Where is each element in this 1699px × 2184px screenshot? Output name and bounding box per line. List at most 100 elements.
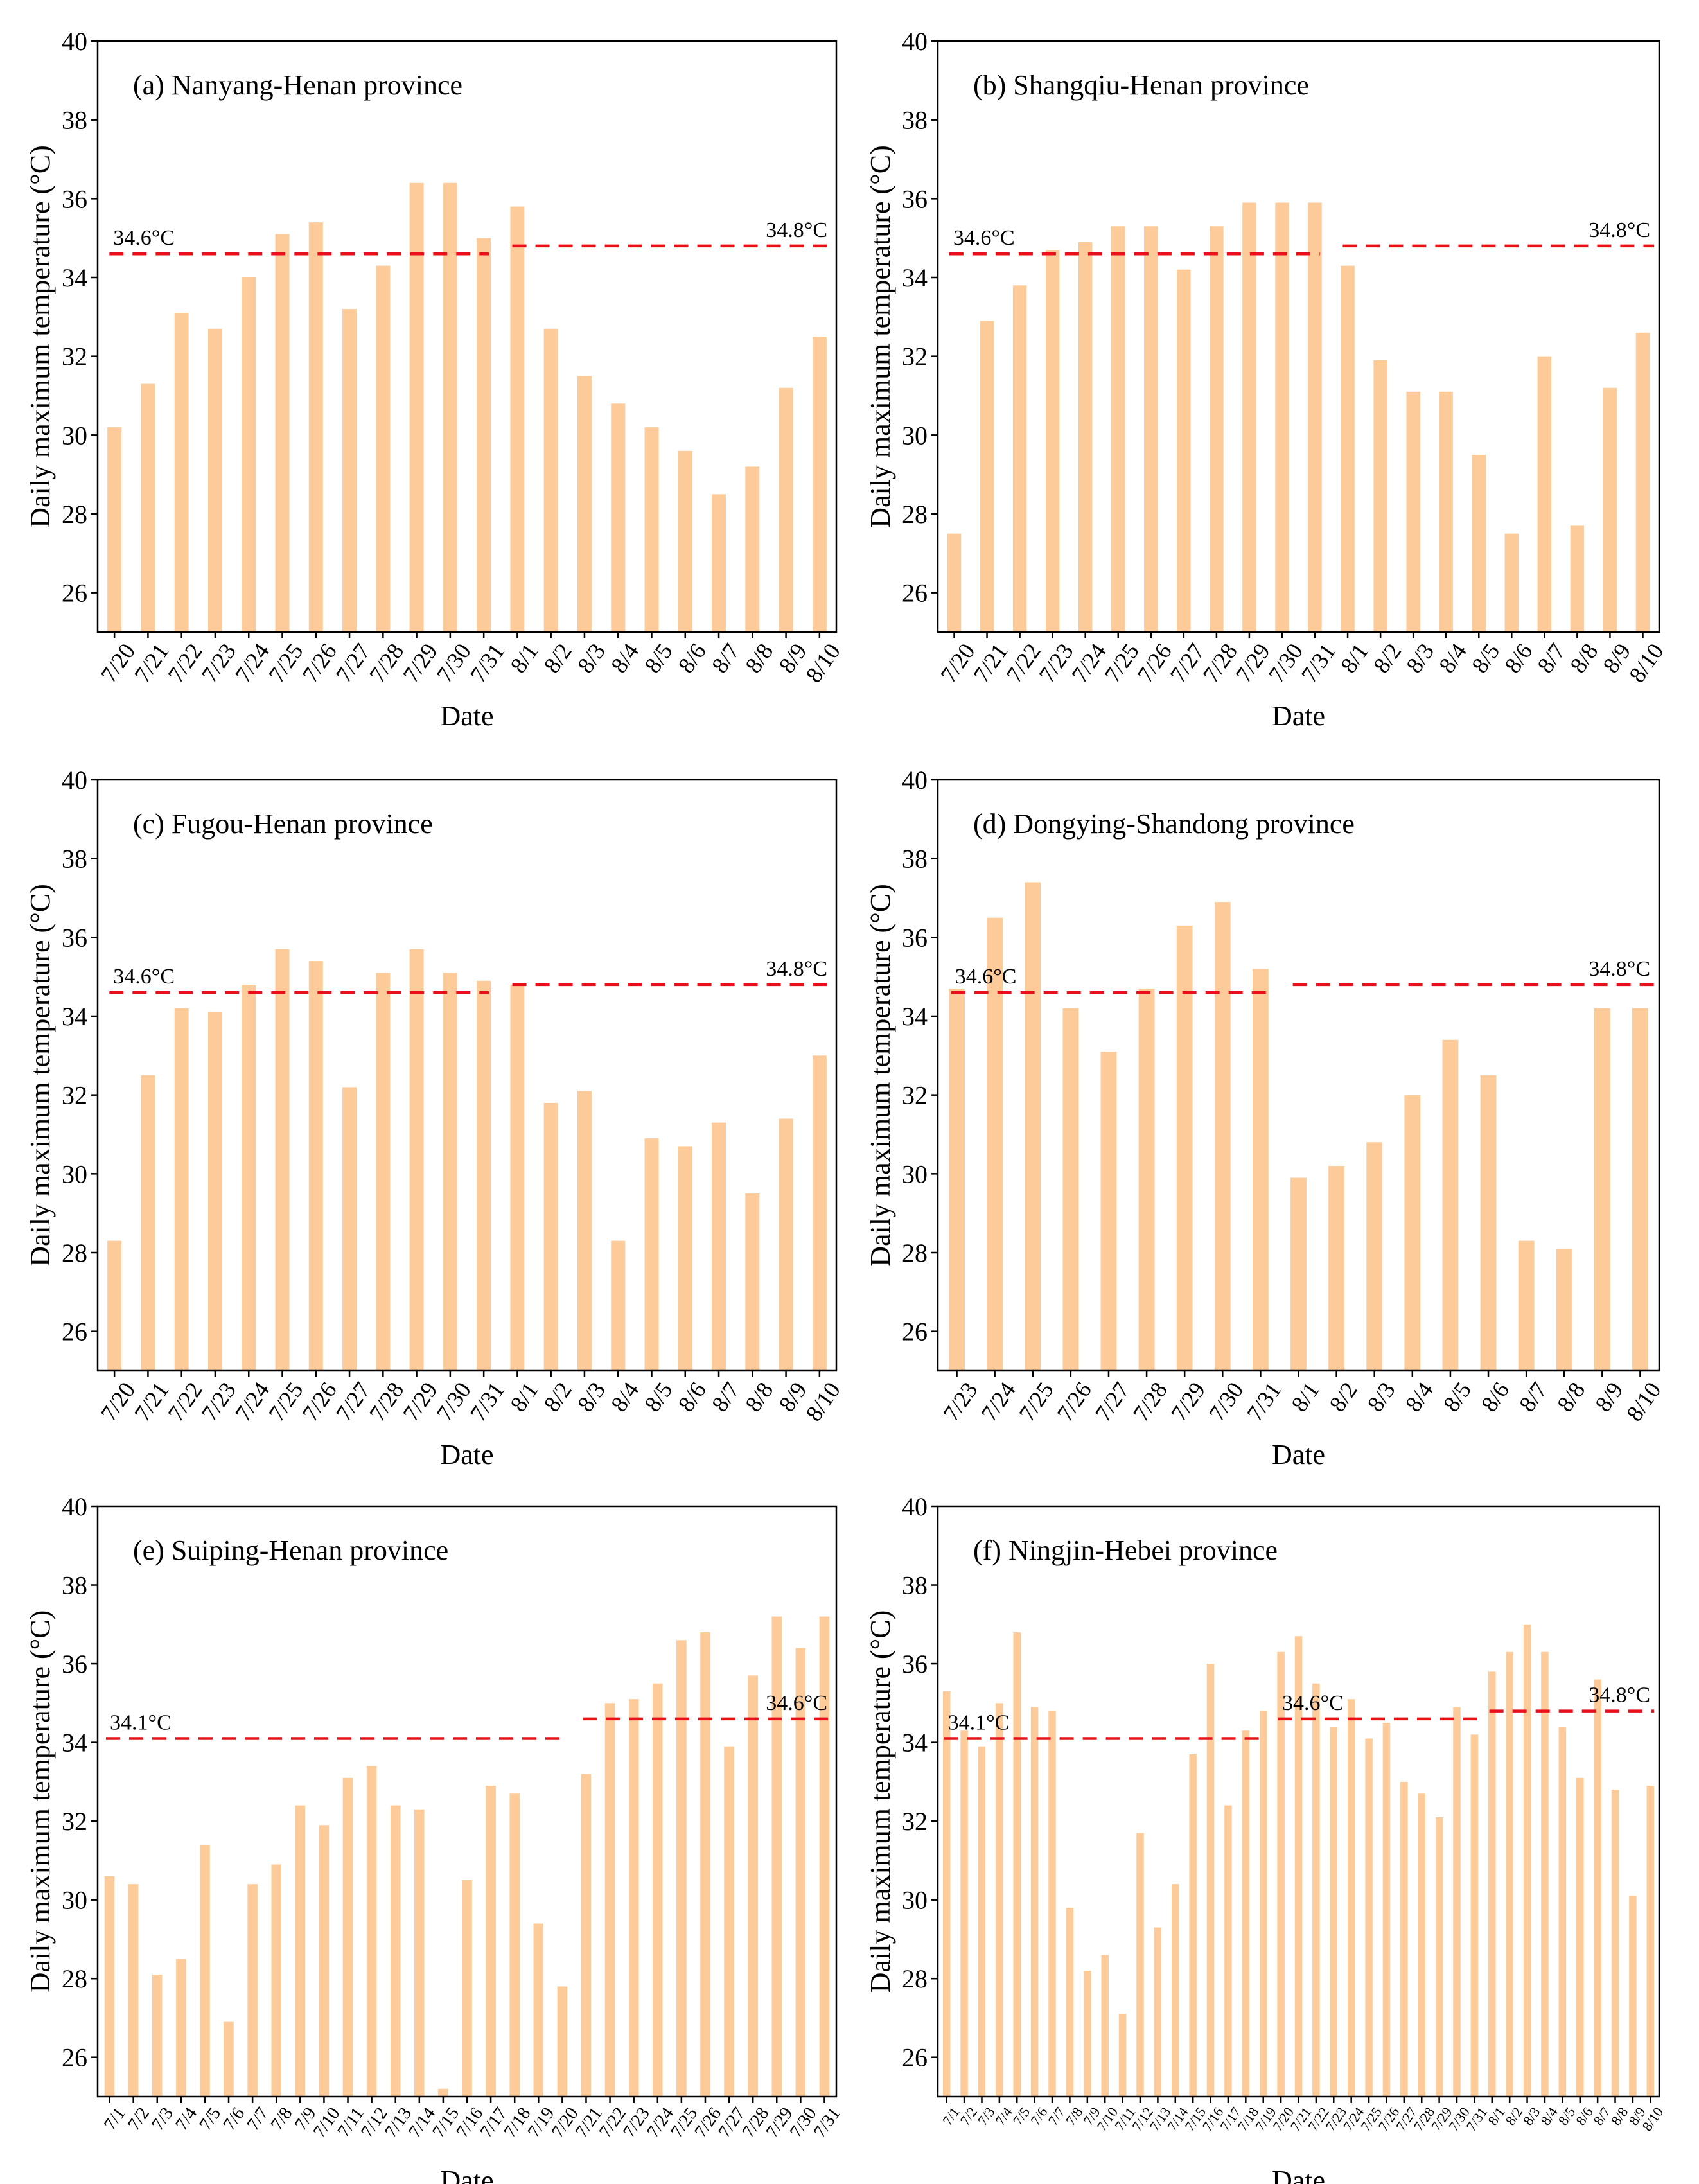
x-tick-label: 7/27 xyxy=(331,1377,375,1425)
x-tick-label: 8/1 xyxy=(1335,638,1373,678)
chart-panel-c: 34.6°C 34.8°C 26 28 30 32 34 36 38 40 7/207/217/22… xyxy=(24,766,845,1470)
bar-7-30 xyxy=(795,1648,806,2097)
bar-7-25 xyxy=(1365,1738,1373,2097)
x-axis-label: Date xyxy=(1272,700,1325,732)
bar-8-3 xyxy=(1523,1624,1531,2097)
bar-7-14 xyxy=(414,1809,425,2097)
y-axis-label: Daily maximum temperature (°C) xyxy=(24,1610,56,1993)
x-tick-label: 8/4 xyxy=(606,1377,644,1416)
bar-7-19 xyxy=(1259,1711,1267,2097)
bar-7-16 xyxy=(462,1880,472,2097)
bar-7-27 xyxy=(1400,1781,1408,2097)
x-tick-label: 7/27 xyxy=(1165,638,1209,687)
bar-8-6 xyxy=(678,1146,692,1371)
panel-title: (b) Shangqiu-Henan province xyxy=(973,69,1309,101)
y-tick-label: 40 xyxy=(902,1492,928,1521)
y-tick-label: 36 xyxy=(62,184,87,213)
x-tick-label: 7/26 xyxy=(297,1377,341,1425)
x-tick-label: 7/31 xyxy=(1242,1377,1286,1425)
bar-8-8 xyxy=(1570,525,1585,632)
bar-7-22 xyxy=(174,313,189,632)
x-tick-label: 8/10 xyxy=(1639,2104,1666,2134)
x-tick-label: 7/29 xyxy=(1166,1377,1210,1425)
x-tick-label: 8/4 xyxy=(606,638,644,678)
bar-7-17 xyxy=(486,1785,496,2097)
y-tick-label: 38 xyxy=(902,1571,928,1600)
reference-label: 34.8°C xyxy=(1589,957,1650,981)
y-tick-label: 34 xyxy=(62,1729,87,1757)
bar-7-3 xyxy=(978,1746,986,2097)
bar-7-22 xyxy=(604,1703,615,2097)
bar-7-26 xyxy=(700,1632,710,2097)
bar-8-6 xyxy=(1480,1075,1497,1371)
x-tick-label: 7/28 xyxy=(364,1377,409,1425)
y-tick-label: 36 xyxy=(902,184,928,213)
bar-8-1 xyxy=(1488,1671,1496,2097)
x-tick-label: 8/1 xyxy=(505,1377,543,1416)
x-tick-label: 7/8 xyxy=(267,2104,297,2134)
y-tick-label: 36 xyxy=(902,1650,928,1678)
x-tick-label: 7/30 xyxy=(1263,638,1308,687)
bar-8-1 xyxy=(1290,1177,1307,1371)
y-tick-label: 36 xyxy=(62,923,87,952)
bar-7-22 xyxy=(1312,1683,1320,2097)
bar-7-28 xyxy=(1138,989,1155,1371)
bar-7-19 xyxy=(533,1923,544,2097)
x-tick-label: 8/8 xyxy=(740,638,778,678)
bar-7-25 xyxy=(275,234,290,632)
bar-7-10 xyxy=(319,1825,330,2097)
bar-7-9 xyxy=(295,1805,306,2097)
bar-8-1 xyxy=(1341,265,1355,633)
bar-7-22 xyxy=(1012,285,1027,632)
panel-title: (e) Suiping-Henan province xyxy=(133,1535,448,1566)
y-tick-label: 30 xyxy=(62,1886,87,1915)
reference-label: 34.1°C xyxy=(948,1711,1010,1734)
x-tick-label: 7/22 xyxy=(163,1377,207,1425)
bar-7-29 xyxy=(771,1616,782,2097)
x-tick-label: 7/27 xyxy=(331,638,375,687)
bar-7-25 xyxy=(1025,882,1041,1371)
bar-7-23 xyxy=(207,328,222,632)
x-tick-label: 7/25 xyxy=(263,1377,308,1425)
bar-7-29 xyxy=(1242,202,1256,633)
x-tick-label: 8/10 xyxy=(800,638,845,687)
bar-8-10 xyxy=(1646,1785,1655,2097)
bar-7-2 xyxy=(128,1884,139,2097)
y-tick-label: 40 xyxy=(902,27,928,56)
y-tick-label: 34 xyxy=(62,1002,87,1031)
y-tick-label: 36 xyxy=(62,1650,87,1678)
x-tick-label: 7/24 xyxy=(230,638,274,687)
y-axis-label: Daily maximum temperature (°C) xyxy=(24,884,56,1267)
reference-label: 34.6°C xyxy=(953,226,1015,250)
bar-7-27 xyxy=(1100,1052,1117,1371)
bar-8-10 xyxy=(812,337,827,632)
bar-7-21 xyxy=(141,383,155,632)
bar-7-30 xyxy=(443,973,457,1371)
x-tick-label: 7/23 xyxy=(938,1377,982,1425)
x-tick-label: 8/4 xyxy=(1434,638,1472,678)
bar-8-2 xyxy=(543,1102,558,1371)
y-tick-label: 40 xyxy=(902,766,928,795)
bar-7-27 xyxy=(724,1746,734,2097)
y-tick-label: 32 xyxy=(62,342,87,371)
y-tick-label: 34 xyxy=(902,263,928,292)
reference-label: 34.6°C xyxy=(766,1691,827,1715)
bar-7-30 xyxy=(443,182,457,632)
bar-8-7 xyxy=(1594,1679,1601,2097)
x-tick-label: 7/2 xyxy=(124,2104,154,2134)
bar-8-3 xyxy=(1366,1142,1383,1371)
x-tick-label: 7/21 xyxy=(129,1377,173,1425)
y-tick-label: 40 xyxy=(62,27,87,56)
bar-7-31 xyxy=(1252,969,1269,1371)
y-tick-label: 34 xyxy=(902,1729,928,1757)
bar-7-16 xyxy=(1206,1664,1215,2097)
x-tick-label: 7/21 xyxy=(968,638,1012,687)
bar-8-3 xyxy=(577,1091,592,1371)
bar-8-7 xyxy=(712,1122,726,1371)
x-tick-label: 7/6 xyxy=(219,2104,249,2134)
y-tick-label: 28 xyxy=(62,1964,87,1993)
x-tick-label: 8/4 xyxy=(1400,1377,1438,1416)
bar-7-28 xyxy=(376,265,391,633)
reference-label: 34.6°C xyxy=(955,965,1017,989)
y-tick-label: 28 xyxy=(902,1238,928,1267)
